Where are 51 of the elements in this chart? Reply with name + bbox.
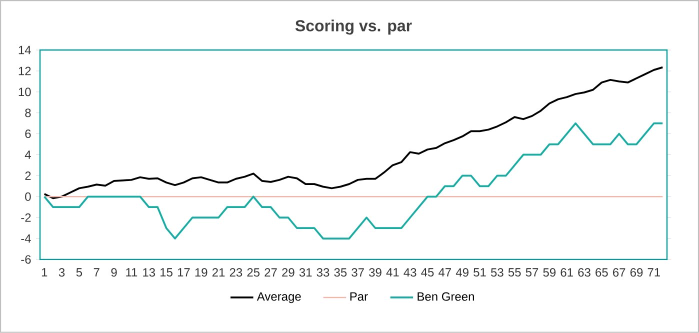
legend-label: Par: [350, 292, 368, 301]
x-tick-label: 37: [352, 268, 364, 277]
x-tick-label: 17: [178, 268, 190, 277]
x-tick-label: 43: [404, 268, 416, 277]
y-tick-label: 12: [18, 66, 31, 76]
x-tick-label: 59: [543, 268, 556, 277]
x-tick-label: 9: [111, 268, 117, 277]
y-tick-label: -4: [21, 234, 31, 243]
x-tick-label: 55: [508, 268, 521, 277]
legend-label: Ben Green: [418, 292, 474, 301]
y-tick-label: 8: [25, 108, 31, 118]
x-tick-label: 65: [596, 268, 608, 277]
y-tick-label: 10: [18, 88, 31, 96]
x-tick-label: 23: [230, 268, 242, 277]
chart-title: Scoring vs. par: [295, 20, 412, 35]
y-tick-label: 6: [25, 130, 31, 138]
x-tick-label: 21: [212, 268, 225, 277]
y-tick-label: -2: [21, 213, 31, 222]
y-tick-label: 0: [25, 192, 31, 201]
x-tick-label: 63: [578, 268, 590, 277]
x-tick-label: 13: [143, 268, 156, 277]
x-tick-label: 1: [42, 268, 48, 277]
x-tick-label: 71: [648, 268, 660, 277]
x-tick-label: 19: [195, 268, 208, 277]
legend-label: Average: [256, 292, 301, 304]
x-tick-label: 35: [334, 268, 347, 277]
x-tick-label: 3: [58, 268, 65, 277]
y-tick-label: 2: [25, 172, 31, 180]
x-tick-label: 57: [526, 268, 538, 277]
x-tick-label: 53: [490, 268, 504, 277]
x-tick-label: 7: [94, 268, 100, 277]
y-tick-label: -6: [21, 255, 31, 264]
x-tick-label: 25: [247, 268, 260, 277]
x-tick-label: 33: [316, 268, 330, 277]
x-tick-label: 61: [560, 268, 573, 277]
x-tick-label: 31: [299, 268, 312, 277]
x-tick-label: 47: [438, 268, 452, 277]
x-tick-label: 67: [613, 268, 626, 277]
x-tick-label: 51: [474, 268, 486, 277]
x-tick-label: 15: [160, 268, 172, 277]
x-tick-label: 5: [76, 268, 82, 277]
x-tick-label: 39: [369, 268, 382, 277]
x-tick-label: 49: [456, 268, 468, 277]
y-tick-label: 14: [18, 46, 31, 54]
x-tick-label: 27: [264, 268, 277, 277]
x-tick-label: 41: [386, 268, 399, 277]
x-tick-label: 45: [421, 268, 434, 277]
x-tick-label: 69: [630, 268, 643, 277]
x-tick-label: 11: [126, 268, 138, 277]
x-tick-label: 29: [282, 268, 294, 277]
y-tick-label: 4: [24, 150, 31, 159]
